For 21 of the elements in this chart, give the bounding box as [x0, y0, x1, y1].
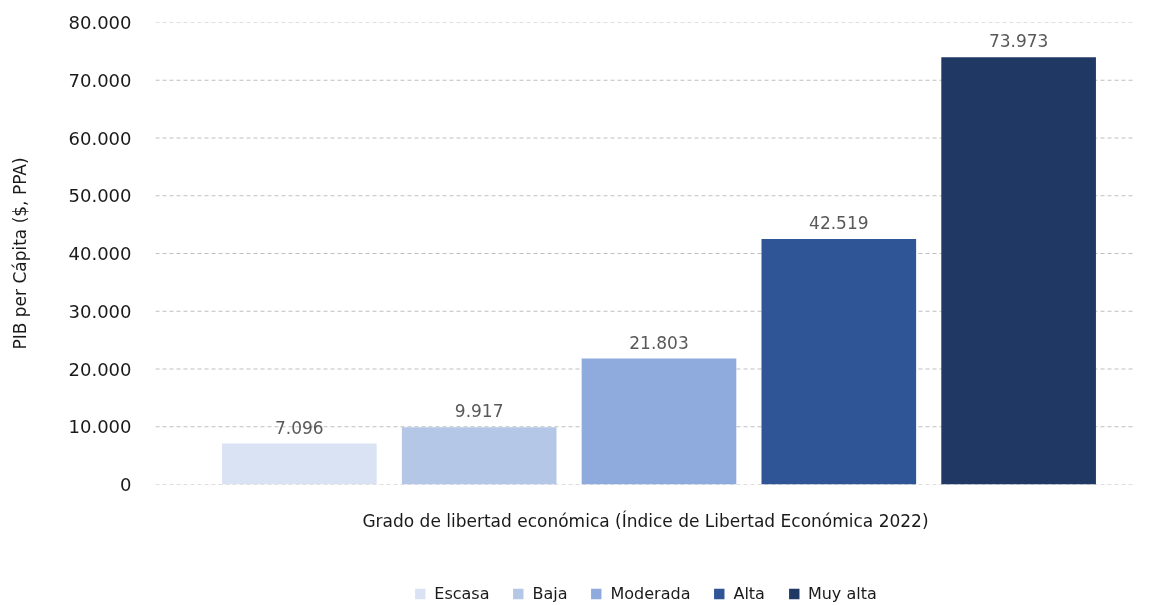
data-label: 9.917 [454, 401, 504, 422]
y-tick-label: 10.000 [68, 416, 132, 438]
y-tick-label: 30.000 [68, 300, 132, 322]
legend-label: Alta [733, 584, 765, 603]
y-tick-label: 20.000 [68, 358, 132, 380]
data-label: 73.973 [988, 31, 1049, 52]
legend-label: Moderada [610, 584, 691, 603]
x-axis-title: Grado de libertad económica (Índice de Libertad Económica 2022) [362, 509, 929, 531]
y-axis-title: PIB per Cápita ($, PPA) [9, 157, 30, 350]
legend-label: Muy alta [807, 584, 877, 603]
y-tick-label: 40.000 [68, 243, 132, 264]
y-tick-label: 70.000 [68, 69, 132, 91]
y-tick-label: 60.000 [68, 127, 132, 149]
y-tick-label: 0 [120, 474, 132, 495]
y-tick-label: 50.000 [68, 185, 132, 207]
data-label: 42.519 [809, 212, 869, 233]
legend-label: Escasa [434, 584, 490, 603]
y-tick-label: 80.000 [68, 12, 132, 33]
data-label: 7.096 [275, 417, 324, 438]
legend-label: Baja [532, 584, 568, 603]
data-label: 21.803 [629, 332, 689, 353]
